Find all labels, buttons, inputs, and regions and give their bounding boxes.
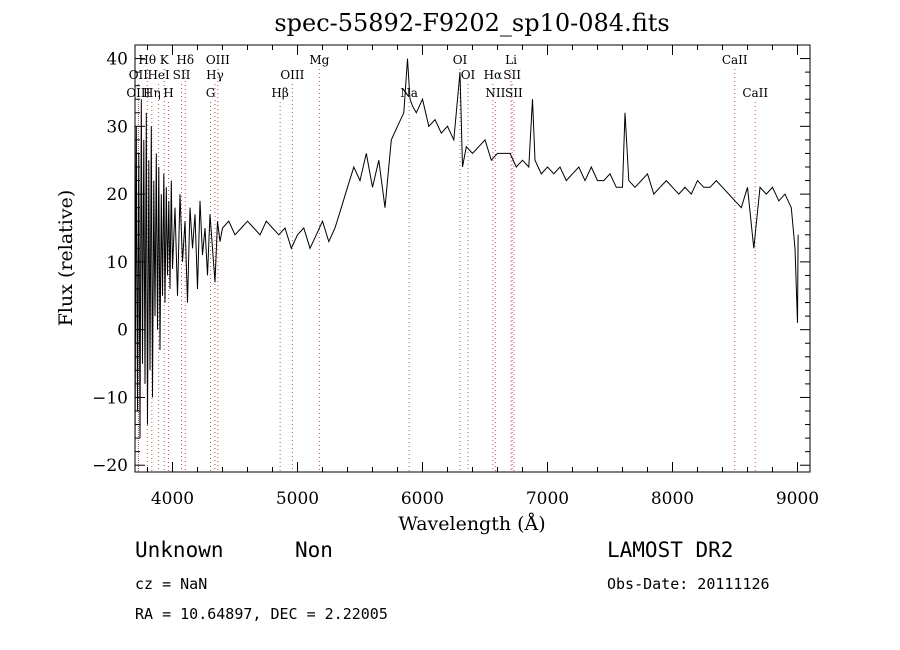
marker-label-18: H — [163, 86, 173, 100]
marker-label-10: SII — [173, 68, 191, 82]
marker-label-17: Hη — [143, 86, 161, 100]
marker-label-7: CaII — [722, 53, 748, 67]
y-tick-label: 0 — [117, 321, 128, 341]
x-axis-label: Wavelength (Å) — [398, 513, 545, 535]
marker-label-14: Hα — [484, 68, 503, 82]
x-tick-label: 8000 — [651, 489, 694, 509]
spectrum-line — [134, 58, 799, 452]
obs-date: Obs-Date: 20111126 — [607, 575, 770, 593]
marker-label-2: Hδ — [176, 53, 194, 67]
x-tick-label: 5000 — [276, 489, 319, 509]
y-tick-label: −10 — [92, 388, 128, 408]
marker-label-16: OIII — [126, 86, 150, 100]
x-axis-ticks: 4000 5000 6000 7000 8000 9000 — [147, 45, 819, 509]
subclass-label: Non — [295, 538, 333, 562]
y-axis-label: Flux (relative) — [55, 190, 77, 327]
marker-label-5: OI — [453, 53, 468, 67]
marker-label-8: OII — [129, 68, 149, 82]
y-tick-label: 30 — [106, 117, 128, 137]
marker-label-12: OIII — [280, 68, 304, 82]
chart-title: spec-55892-F9202_sp10-084.fits — [274, 9, 669, 37]
marker-label-20: Hβ — [271, 86, 288, 100]
plot-frame — [134, 44, 811, 473]
cz-value: cz = NaN — [135, 575, 208, 593]
marker-label-23: SII — [505, 86, 523, 100]
marker-label-6: Li — [505, 53, 517, 67]
marker-label-19: G — [206, 86, 216, 100]
coordinates: RA = 10.64897, DEC = 2.22005 — [135, 605, 388, 623]
x-tick-label: 4000 — [151, 489, 194, 509]
marker-label-24: CaII — [742, 86, 768, 100]
marker-label-0: Hθ — [138, 53, 156, 67]
marker-label-9: HeI — [147, 68, 170, 82]
marker-label-11: Hγ — [206, 68, 224, 82]
class-label: Unknown — [135, 538, 224, 562]
marker-label-1: K — [160, 53, 170, 67]
survey-label: LAMOST DR2 — [607, 538, 734, 562]
marker-label-13: OI — [461, 68, 476, 82]
y-tick-label: 40 — [106, 50, 128, 70]
emission-line-markers — [137, 69, 756, 472]
y-tick-label: −20 — [92, 456, 128, 476]
x-tick-label: 9000 — [776, 489, 819, 509]
y-tick-label: 10 — [106, 253, 128, 273]
marker-label-15: SII — [503, 68, 521, 82]
x-tick-label: 7000 — [526, 489, 569, 509]
marker-label-22: NII — [485, 86, 505, 100]
x-tick-label: 6000 — [401, 489, 444, 509]
marker-label-4: Mg — [309, 53, 329, 67]
marker-label-3: OIII — [206, 53, 230, 67]
y-tick-label: 20 — [106, 185, 128, 205]
y-axis-ticks: −20 −10 0 10 20 30 40 — [92, 50, 810, 476]
